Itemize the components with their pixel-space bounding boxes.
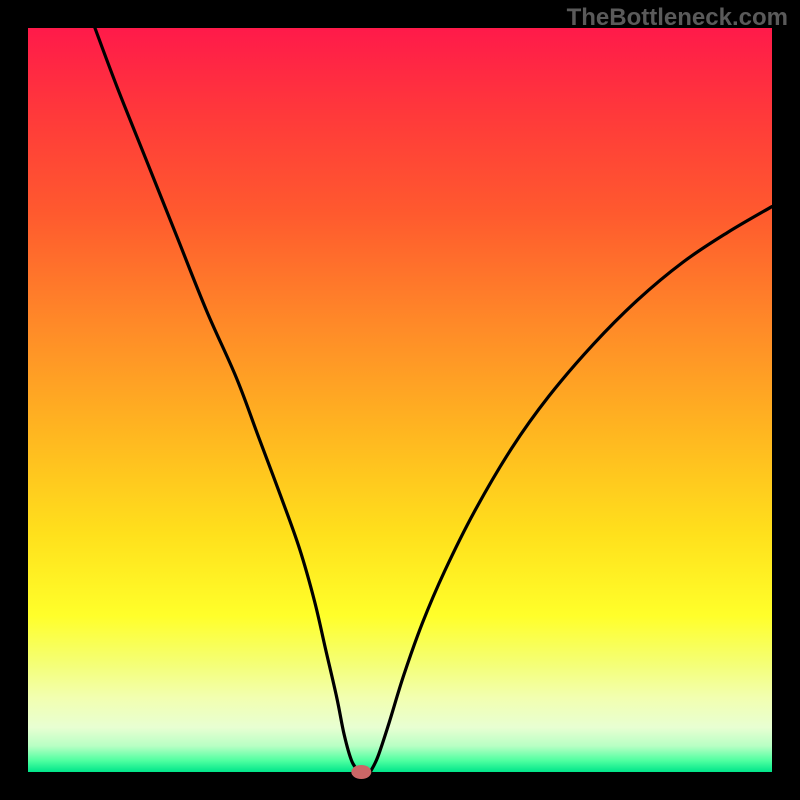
bottleneck-chart bbox=[0, 0, 800, 800]
watermark: TheBottleneck.com bbox=[567, 4, 788, 32]
minimum-marker bbox=[351, 765, 371, 779]
